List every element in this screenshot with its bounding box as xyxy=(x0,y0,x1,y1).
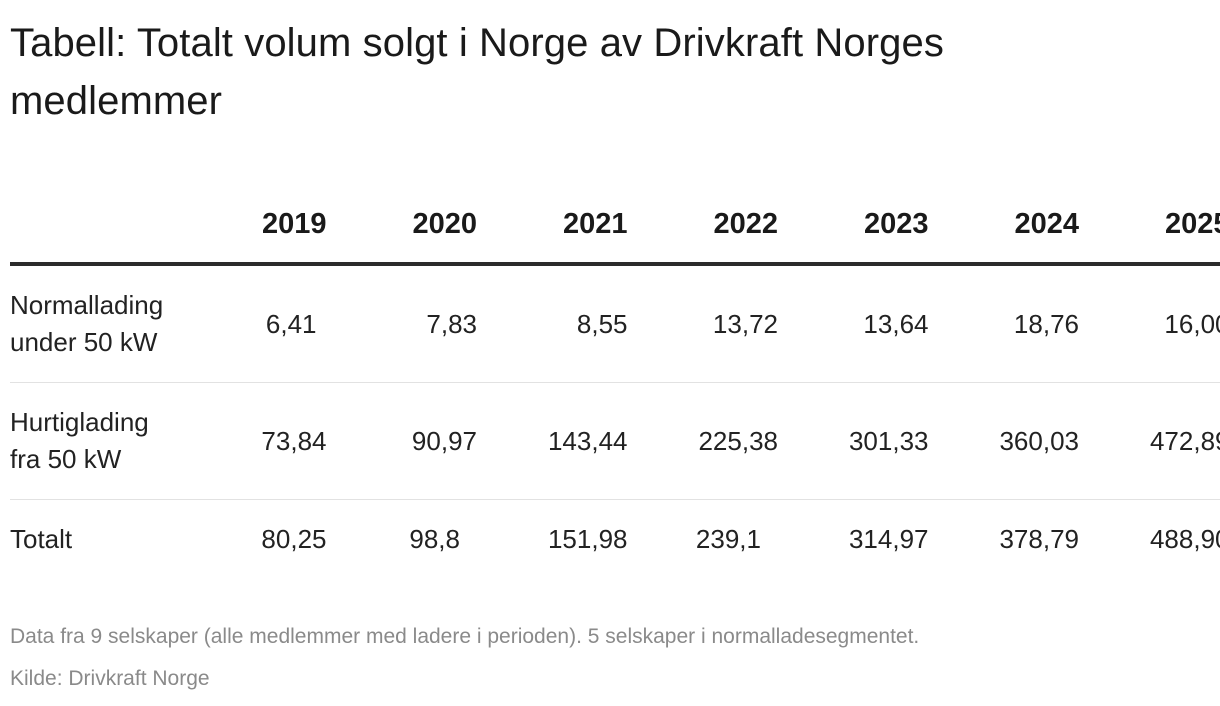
table-cell: 239,1 xyxy=(695,523,761,554)
column-header-2021: 2021 xyxy=(477,186,628,266)
table-cell: 98,8 xyxy=(409,523,460,554)
source-credit: Kilde: Drivkraft Norge xyxy=(10,667,210,690)
table-cell: 151,98 xyxy=(547,523,628,554)
table-row: Totalt 80,25 98,8 151,98 239,1 314,97 37… xyxy=(10,500,1220,579)
table-cell: 472,89 xyxy=(1149,425,1220,456)
table-cell: 13,64 xyxy=(863,308,929,339)
table-cell: 360,03 xyxy=(999,425,1079,456)
row-label: Totalt xyxy=(10,523,73,554)
table-cell: 314,97 xyxy=(848,523,929,554)
column-header-2022: 2022 xyxy=(627,186,778,266)
table-cell: 16,00 xyxy=(1164,308,1220,339)
table-title: Tabell: Totalt volum solgt i Norge av Dr… xyxy=(10,21,944,123)
table-row: Normallading under 50 kW 6,41 7,83 8,55 … xyxy=(10,264,1220,383)
table-cell: 73,84 xyxy=(261,425,327,456)
row-label: Normallading under 50 kW xyxy=(10,290,164,357)
table-cell: 80,25 xyxy=(261,523,327,554)
table-cell: 18,76 xyxy=(1013,308,1079,339)
column-header-2025: 2025 xyxy=(1079,186,1220,266)
header-row: 2019 2020 2021 2022 2023 2024 2025 xyxy=(10,186,1220,266)
column-header-2020: 2020 xyxy=(326,186,477,266)
column-header-2023: 2023 xyxy=(778,186,929,266)
table-cell: 13,72 xyxy=(712,308,778,339)
column-header-label xyxy=(10,186,176,266)
column-header-2019: 2019 xyxy=(176,186,327,266)
table-cell: 225,38 xyxy=(698,425,778,456)
table-cell: 7,83 xyxy=(426,308,477,339)
table-cell: 6,41 xyxy=(265,308,317,339)
table-cell: 8,55 xyxy=(576,308,628,339)
table-cell: 301,33 xyxy=(848,425,929,456)
column-header-2024: 2024 xyxy=(928,186,1079,266)
table-row: Hurtiglading fra 50 kW 73,84 90,97 143,4… xyxy=(10,383,1220,500)
table-note: Data fra 9 selskaper (alle medlemmer med… xyxy=(10,625,920,648)
table-cell: 90,97 xyxy=(411,425,477,456)
table-cell: 378,79 xyxy=(999,523,1079,554)
table-cell: 488,90 xyxy=(1149,523,1220,554)
row-label: Hurtiglading fra 50 kW xyxy=(10,407,149,474)
data-table: 2019 2020 2021 2022 2023 2024 2025 Norma… xyxy=(10,186,1220,578)
table-cell: 143,44 xyxy=(547,425,628,456)
